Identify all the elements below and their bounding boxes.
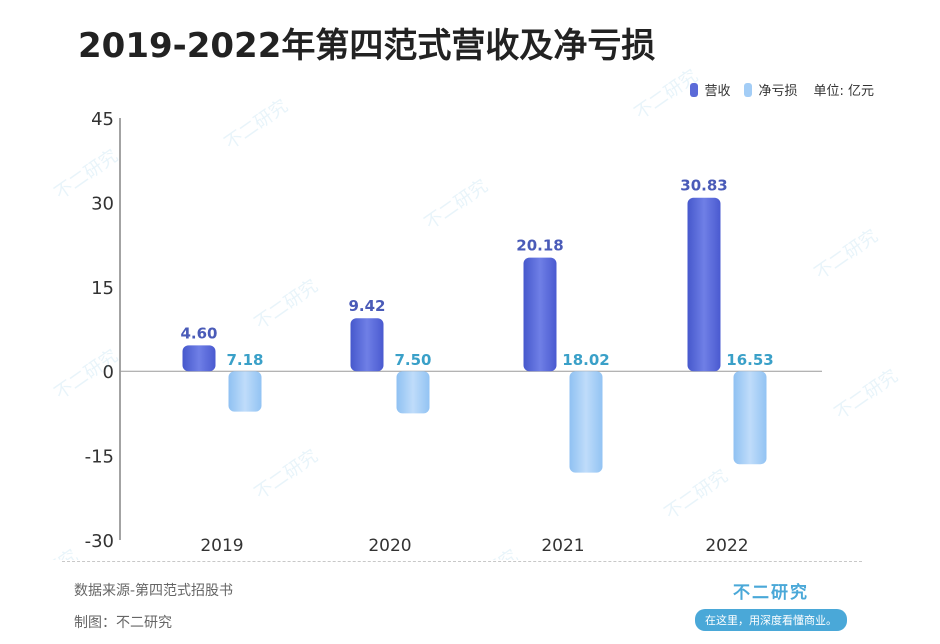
revenue-data-label: 4.60 [180,324,217,342]
brand-name: 不二研究 [733,583,809,603]
revenue-bar [523,257,557,372]
revenue-bar [182,345,216,372]
net-loss-bar [228,371,262,412]
chart-legend: 营收 净亏损 单位: 亿元 [690,80,874,99]
source-note: 数据来源-第四范式招股书 [74,583,234,599]
watermark-text: 不二研究 [811,226,882,284]
brand-slogan: 在这里，用深度看懂商业。 [695,609,847,631]
chart-title: 2019-2022年第四范式营收及净亏损 [78,26,656,66]
net-loss-data-label: 7.50 [394,351,431,369]
watermark-text: 不二研究 [11,546,82,560]
brand-block: 不二研究 在这里，用深度看懂商业。 [686,578,856,631]
watermark-text: 不二研究 [421,176,492,234]
net-loss-bar [396,371,430,414]
unit-label: 单位: 亿元 [813,84,874,99]
y-tick-label: -30 [85,531,114,552]
x-tick-label: 2019 [200,536,243,556]
legend-item-revenue: 营收 [690,80,730,99]
maker-note: 制图：不二研究 [74,615,172,631]
watermark-text: 不二研究 [221,96,292,154]
watermark-text: 不二研究 [251,276,322,334]
legend-swatch-net-loss [744,82,753,97]
net-loss-data-label: 7.18 [226,351,263,369]
watermark-text: 不二研究 [451,546,522,560]
net-loss-data-label: 18.02 [562,351,609,369]
legend-label-revenue: 营收 [704,84,731,99]
net-loss-bar [733,371,767,465]
net-loss-bar [569,371,603,473]
x-tick-label: 2021 [541,536,584,556]
x-tick-label: 2020 [368,536,411,556]
revenue-bar [687,197,721,372]
revenue-data-label: 30.83 [680,177,727,195]
y-tick-label: 0 [103,362,114,383]
footer-divider [62,561,862,562]
watermark-text: 不二研究 [251,446,322,504]
revenue-data-label: 20.18 [516,237,563,255]
revenue-bar [350,318,384,372]
y-tick-label: 30 [91,193,114,214]
x-tick-label: 2022 [705,536,748,556]
legend-item-net-loss: 净亏损 [744,80,797,99]
y-tick-label: -15 [85,447,114,468]
bar-chart: 45 30 15 0 -15 -30 2019 4.60 7.18 2020 9.42 7.50 202… [11,66,902,560]
legend-swatch-revenue [690,82,699,97]
legend-label-net-loss: 净亏损 [758,84,798,99]
y-tick-label: 45 [91,109,114,130]
revenue-data-label: 9.42 [348,297,385,315]
watermark-text: 不二研究 [631,66,702,124]
watermark-text: 不二研究 [831,366,902,424]
watermark-text: 不二研究 [661,466,732,524]
y-tick-label: 15 [91,278,114,299]
net-loss-data-label: 16.53 [726,351,773,369]
